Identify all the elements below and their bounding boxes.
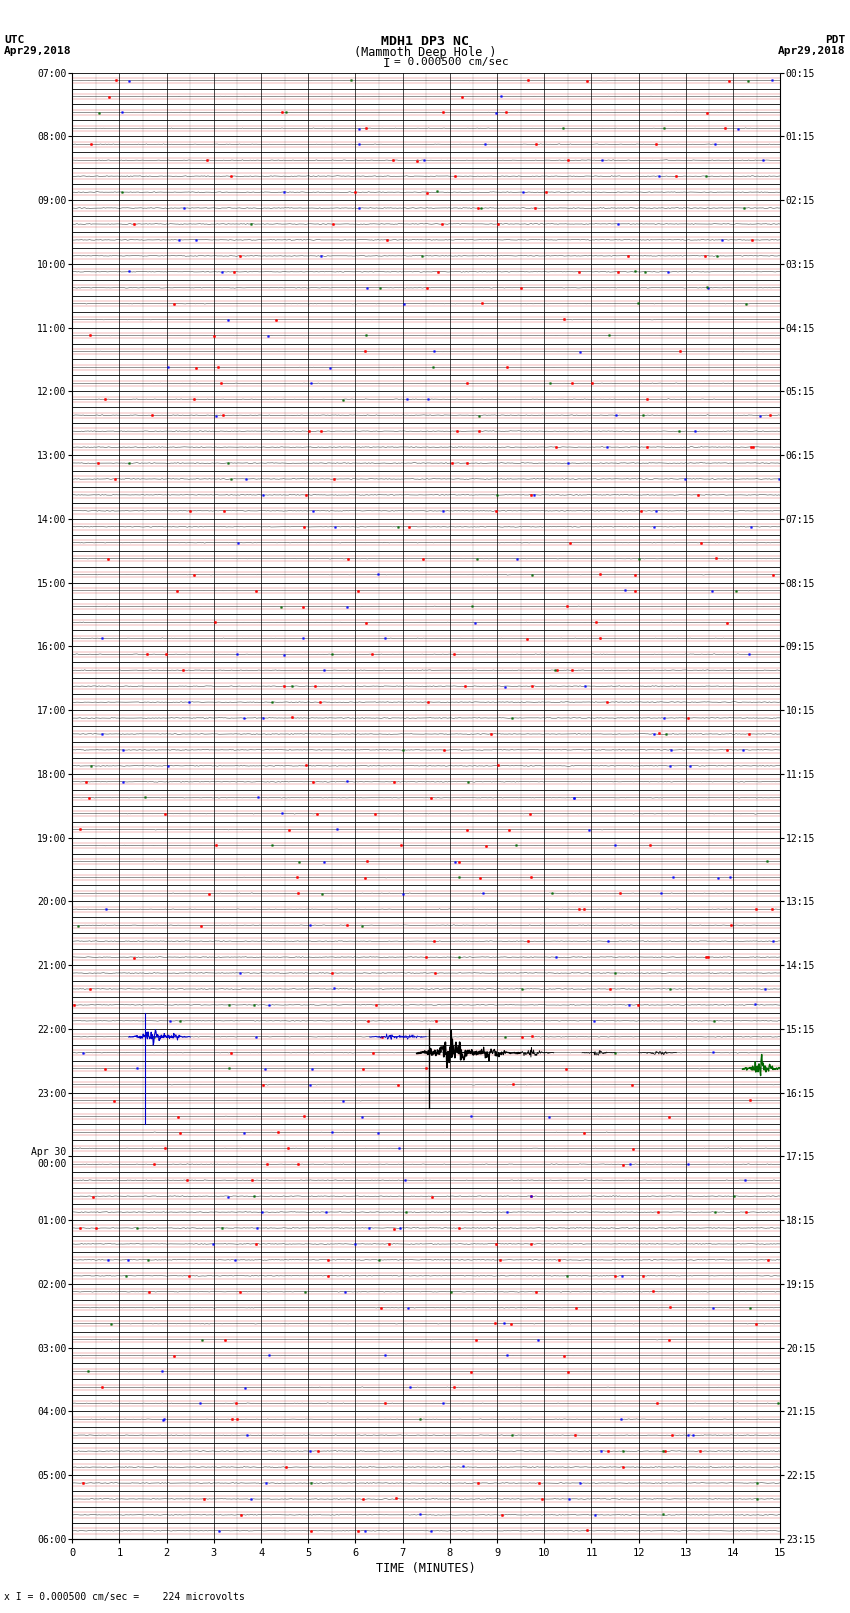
Text: x I = 0.000500 cm/sec =    224 microvolts: x I = 0.000500 cm/sec = 224 microvolts — [4, 1592, 245, 1602]
Text: Apr29,2018: Apr29,2018 — [4, 45, 71, 56]
Text: UTC: UTC — [4, 35, 25, 45]
Text: Apr29,2018: Apr29,2018 — [779, 45, 846, 56]
Text: = 0.000500 cm/sec: = 0.000500 cm/sec — [394, 58, 508, 68]
X-axis label: TIME (MINUTES): TIME (MINUTES) — [377, 1561, 476, 1574]
Text: MDH1 DP3 NC: MDH1 DP3 NC — [381, 35, 469, 48]
Text: (Mammoth Deep Hole ): (Mammoth Deep Hole ) — [354, 45, 496, 60]
Text: PDT: PDT — [825, 35, 846, 45]
Text: I: I — [383, 58, 390, 71]
